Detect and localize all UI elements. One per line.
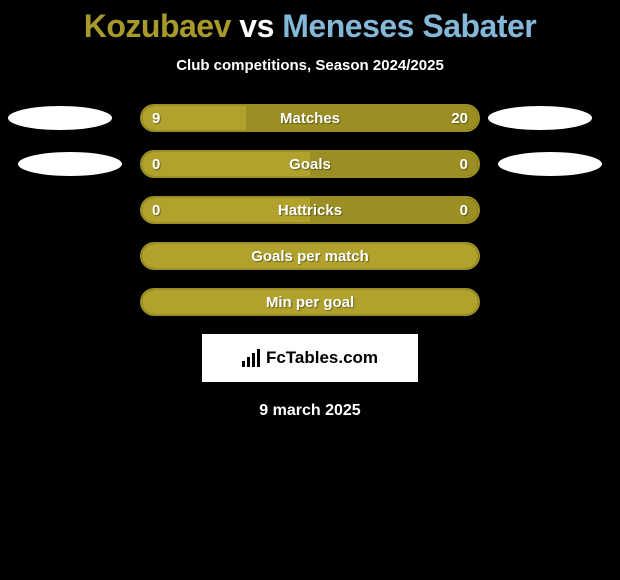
stat-row: Goals00 [0,150,620,178]
team-badge-left [18,152,122,176]
stat-row: Matches920 [0,104,620,132]
team-badge-left [8,106,112,130]
page-title: Kozubaev vs Meneses Sabater [0,0,620,45]
stat-value-left: 9 [152,104,160,132]
stat-rows: Matches920Goals00Hattricks00Goals per ma… [0,104,620,316]
bar-segment-right [310,198,478,222]
stat-bar: Goals per match [140,242,480,270]
bar-segment-left [142,244,478,268]
stat-bar: Goals00 [140,150,480,178]
stat-value-right: 0 [460,150,468,178]
stat-row: Min per goal [0,288,620,316]
team-badge-right [498,152,602,176]
stat-bar: Matches920 [140,104,480,132]
bar-segment-right [246,106,478,130]
subtitle: Club competitions, Season 2024/2025 [0,57,620,74]
bar-segment-left [142,152,310,176]
bar-chart-icon [242,349,260,367]
player-b-name: Meneses Sabater [282,8,536,44]
stat-value-right: 0 [460,196,468,224]
stat-bar: Min per goal [140,288,480,316]
stat-value-left: 0 [152,150,160,178]
bar-segment-left [142,290,478,314]
bar-segment-right [310,152,478,176]
player-a-name: Kozubaev [84,8,231,44]
brand-box: FcTables.com [202,334,418,382]
team-badge-right [488,106,592,130]
stat-value-left: 0 [152,196,160,224]
stat-bar: Hattricks00 [140,196,480,224]
bar-segment-left [142,198,310,222]
date-text: 9 march 2025 [0,402,620,420]
stat-row: Hattricks00 [0,196,620,224]
vs-text: vs [239,8,274,44]
brand-text: FcTables.com [266,348,378,368]
stat-row: Goals per match [0,242,620,270]
stat-value-right: 20 [451,104,468,132]
